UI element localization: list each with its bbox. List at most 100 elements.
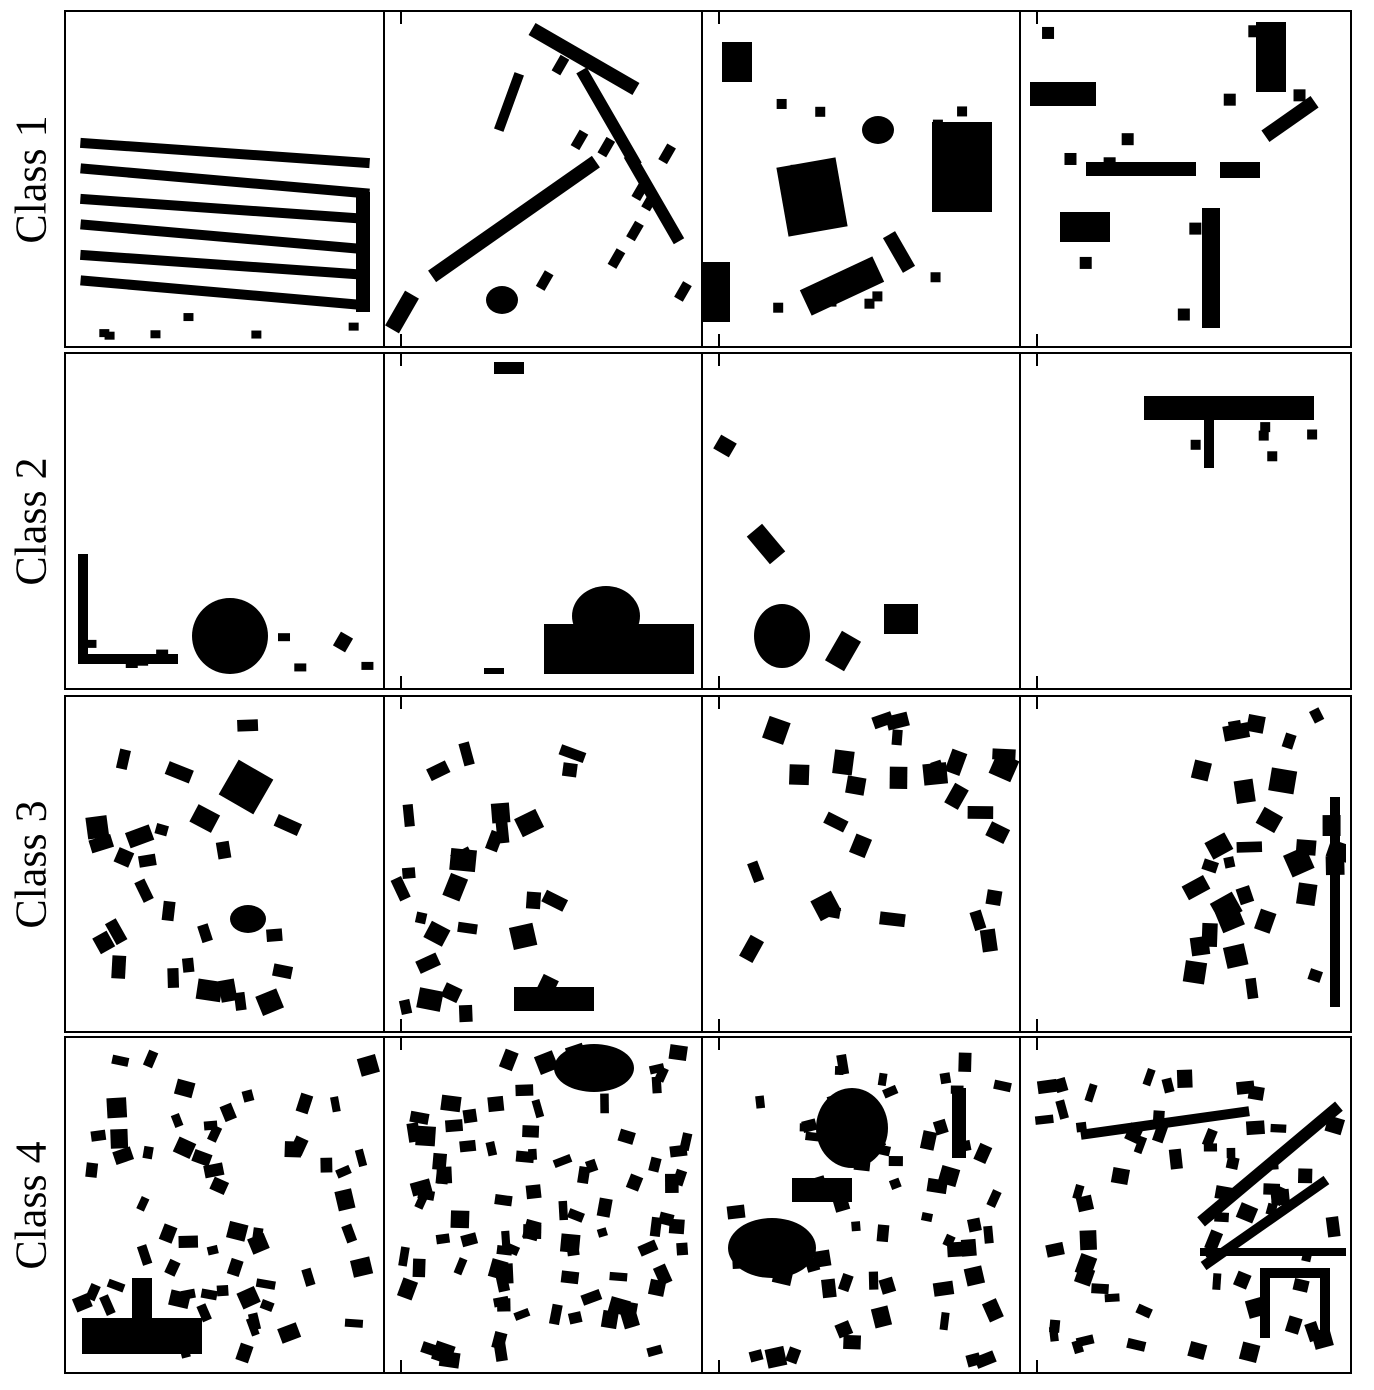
building-footprint [1201, 858, 1219, 874]
building-footprint [891, 729, 903, 746]
building-footprint [658, 143, 676, 165]
tile-class-4-2 [384, 1038, 702, 1372]
building-footprint [1176, 1069, 1193, 1089]
building-footprint [1255, 806, 1284, 834]
building-footprint [99, 1294, 116, 1316]
axis-tick [400, 354, 402, 366]
axis-tick [718, 354, 720, 366]
building-footprint [1110, 1166, 1131, 1186]
building-footprint [922, 762, 949, 786]
building-footprint [104, 918, 128, 946]
building-footprint [457, 921, 478, 935]
building-footprint [356, 1054, 380, 1077]
building-footprint [361, 661, 374, 670]
building-footprint [985, 889, 1003, 907]
tile-divider [701, 695, 703, 1033]
building-footprint [958, 1052, 972, 1072]
building-footprint-map [385, 22, 692, 334]
building-footprint [78, 654, 178, 664]
building-footprint [558, 1200, 569, 1221]
building-footprint [136, 1195, 150, 1212]
building-footprint [237, 719, 259, 732]
axis-tick [1036, 1038, 1038, 1050]
building-footprint [1135, 1303, 1153, 1319]
building-footprint [548, 1303, 563, 1326]
building-footprint [1247, 1085, 1265, 1101]
building-footprint [1045, 1241, 1065, 1258]
building-footprint [494, 1193, 513, 1207]
building-footprint [216, 1284, 229, 1297]
building-footprint [1235, 885, 1255, 906]
building-footprint [930, 272, 941, 283]
building-footprint [993, 1079, 1012, 1093]
building-footprint [1204, 418, 1214, 468]
building-footprint [864, 298, 875, 309]
building-footprint [142, 1145, 154, 1160]
building-footprint [191, 1149, 213, 1167]
building-footprint [824, 630, 862, 672]
building-footprint [932, 1118, 949, 1136]
building-footprint [259, 1299, 275, 1313]
building-footprint [805, 1131, 820, 1142]
building-footprint [815, 106, 826, 117]
building-footprint [567, 1311, 583, 1325]
building-footprint [1209, 891, 1243, 924]
building-footprint [200, 1288, 218, 1301]
building-footprint [272, 963, 294, 980]
row-label-class-4: Class 4 [0, 1036, 62, 1374]
building-footprint [1126, 1337, 1147, 1352]
building-footprint [432, 1152, 448, 1171]
tile-class-2-1 [66, 354, 384, 688]
building-footprint [739, 934, 765, 964]
building-footprint [1200, 1175, 1330, 1271]
axis-tick [1036, 1019, 1038, 1031]
row-label-class-3: Class 3 [0, 695, 62, 1033]
building-footprint [341, 1223, 358, 1244]
building-footprint [180, 1288, 196, 1301]
building-footprint [396, 1277, 419, 1301]
building-footprint [669, 1144, 688, 1158]
building-footprint [1190, 759, 1212, 782]
building-footprint [1177, 308, 1190, 321]
building-footprint [485, 1141, 498, 1157]
building-footprint [1226, 1147, 1236, 1159]
building-footprint [647, 1278, 667, 1297]
building-footprint [792, 1178, 852, 1202]
axis-tick [400, 334, 402, 346]
building-footprint [525, 1184, 542, 1200]
building-footprint [1060, 212, 1110, 242]
building-footprint [607, 248, 626, 269]
building-footprint [426, 760, 451, 782]
building-footprint [525, 891, 542, 910]
building-footprint [295, 1092, 314, 1115]
building-footprint [1261, 96, 1319, 142]
building-footprint [816, 1088, 888, 1168]
building-footprint [1079, 256, 1092, 269]
building-footprint [1222, 943, 1249, 969]
building-footprint [85, 815, 110, 840]
building-footprint [226, 1257, 244, 1277]
building-footprint [80, 275, 370, 311]
building-footprint [600, 1093, 609, 1114]
building-footprint [821, 1278, 837, 1299]
building-footprint-map [702, 42, 992, 322]
building-footprint [462, 1108, 478, 1124]
building-footprint [515, 1150, 535, 1164]
building-footprint [570, 129, 589, 151]
building-footprint [1220, 162, 1260, 178]
building-footprint [1055, 1099, 1069, 1120]
building-footprint [495, 1273, 511, 1293]
building-footprint-map [1181, 707, 1346, 1007]
building-footprint [932, 1280, 955, 1297]
building-footprint [334, 1188, 356, 1212]
building-footprint [625, 1173, 644, 1192]
building-footprint [776, 98, 787, 109]
building-footprint [247, 1232, 270, 1255]
building-footprint [1292, 1277, 1310, 1293]
building-footprint [1256, 22, 1286, 92]
building-footprint [442, 872, 469, 902]
building-footprint [183, 313, 194, 322]
building-footprint [173, 1078, 196, 1099]
building-footprint [1187, 1341, 1208, 1361]
building-footprint [1200, 1248, 1346, 1256]
